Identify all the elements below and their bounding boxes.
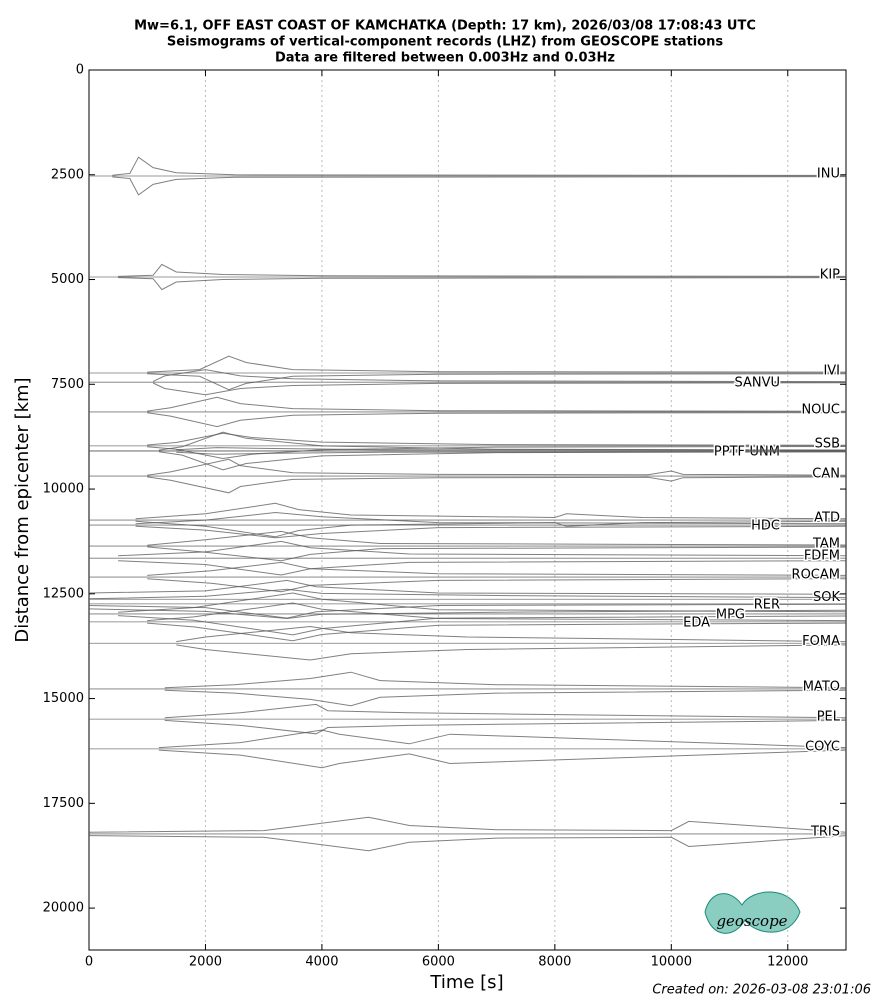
station-label: PEL: [817, 710, 841, 725]
trace-envelope: [147, 373, 847, 391]
y-tick-label: 17500: [43, 796, 84, 811]
trace-envelope: [112, 176, 847, 196]
trace-envelope: [147, 546, 847, 562]
x-tick-label: 10000: [651, 955, 692, 970]
y-tick-label: 2500: [51, 167, 84, 182]
station-label: INU: [817, 167, 840, 182]
y-axis-label: Distance from epicenter [km]: [12, 377, 33, 642]
trace-envelope: [135, 502, 847, 520]
trace-envelope: [112, 156, 847, 176]
logo-shape: [704, 891, 801, 934]
trace-envelope: [88, 816, 847, 833]
trace-envelope: [88, 608, 847, 620]
y-tick-label: 12500: [43, 586, 84, 601]
trace-envelope: [147, 530, 847, 546]
chart-subtitle: Seismograms of vertical-component record…: [167, 35, 723, 50]
logo: geoscope: [704, 891, 801, 934]
trace-envelope: [176, 625, 847, 643]
station-label: IVI: [823, 363, 840, 378]
x-tick-label: 4000: [305, 955, 338, 970]
station-label: COYC: [805, 739, 840, 754]
trace-envelope: [88, 588, 847, 600]
station-label: MATO: [803, 679, 840, 694]
station-label: MPG: [716, 607, 745, 622]
y-tick-label: 0: [76, 63, 84, 78]
station-label: ROCAM: [792, 568, 840, 583]
trace-envelope: [118, 592, 847, 613]
y-tick-label: 20000: [43, 901, 84, 916]
trace-envelope: [147, 396, 847, 412]
logo-text: geoscope: [716, 912, 787, 930]
trace-envelope: [158, 729, 847, 749]
station-label: HDC: [751, 519, 780, 534]
footer: Created on: 2026-03-08 23:01:06: [652, 983, 871, 998]
trace-envelope: [147, 602, 847, 622]
trace-envelope: [147, 622, 847, 642]
station-label: PPTF: [714, 444, 745, 459]
trace-envelope: [164, 703, 847, 719]
station-label: TRIS: [810, 824, 840, 839]
station-label: EDA: [683, 615, 710, 630]
chart-title: Mw=6.1, OFF EAST COAST OF KAMCHATKA (Dep…: [134, 19, 756, 34]
trace-envelope: [147, 355, 847, 373]
trace-envelope: [118, 277, 847, 291]
x-tick-label: 0: [85, 955, 93, 970]
trace-envelope: [152, 369, 847, 383]
trace-envelope: [176, 451, 847, 455]
trace-envelope: [147, 476, 847, 494]
station-label: ATD: [814, 511, 840, 526]
trace-envelope: [152, 382, 847, 396]
station-label: RER: [754, 597, 780, 612]
trace-envelope: [88, 835, 847, 852]
y-tick-label: 10000: [43, 482, 84, 497]
trace-envelope: [147, 561, 847, 576]
station-label: SSB: [815, 436, 840, 451]
y-tick-label: 7500: [51, 377, 84, 392]
trace-envelope: [176, 644, 847, 661]
trace-envelope: [147, 458, 847, 476]
y-tick-label: 15000: [43, 691, 84, 706]
y-tick-label: 5000: [51, 272, 84, 287]
trace-envelope: [88, 579, 847, 595]
trace-envelope: [176, 447, 847, 451]
trace-envelope: [118, 615, 847, 636]
trace-envelope: [147, 432, 847, 446]
station-label: NOUC: [801, 402, 840, 417]
trace-envelope: [147, 578, 847, 593]
x-tick-label: 8000: [538, 955, 571, 970]
trace-envelope: [118, 263, 847, 277]
trace-envelope: [135, 511, 847, 525]
trace-envelope: [147, 412, 847, 428]
trace-envelope: [164, 719, 847, 735]
x-tick-label: 12000: [767, 955, 808, 970]
station-label: FDFM: [804, 549, 840, 564]
station-label: TAM: [812, 537, 840, 552]
trace-envelope: [158, 431, 847, 451]
trace-envelope: [158, 749, 847, 769]
chart-subtitle: Data are filtered between 0.003Hz and 0.…: [275, 51, 615, 66]
station-label: KIP: [820, 268, 840, 283]
x-tick-label: 2000: [189, 955, 222, 970]
trace-envelope: [118, 540, 847, 557]
trace-envelope: [118, 560, 847, 576]
x-tick-label: 6000: [422, 955, 455, 970]
trace-envelope: [164, 671, 847, 689]
station-label: FOMA: [802, 634, 840, 649]
station-label: CAN: [812, 467, 840, 482]
trace-envelope: [164, 689, 847, 707]
station-label: SANVU: [734, 376, 780, 391]
trace-envelope: [88, 603, 847, 619]
x-axis-label: Time [s]: [429, 972, 503, 993]
plot-frame: [88, 69, 847, 951]
